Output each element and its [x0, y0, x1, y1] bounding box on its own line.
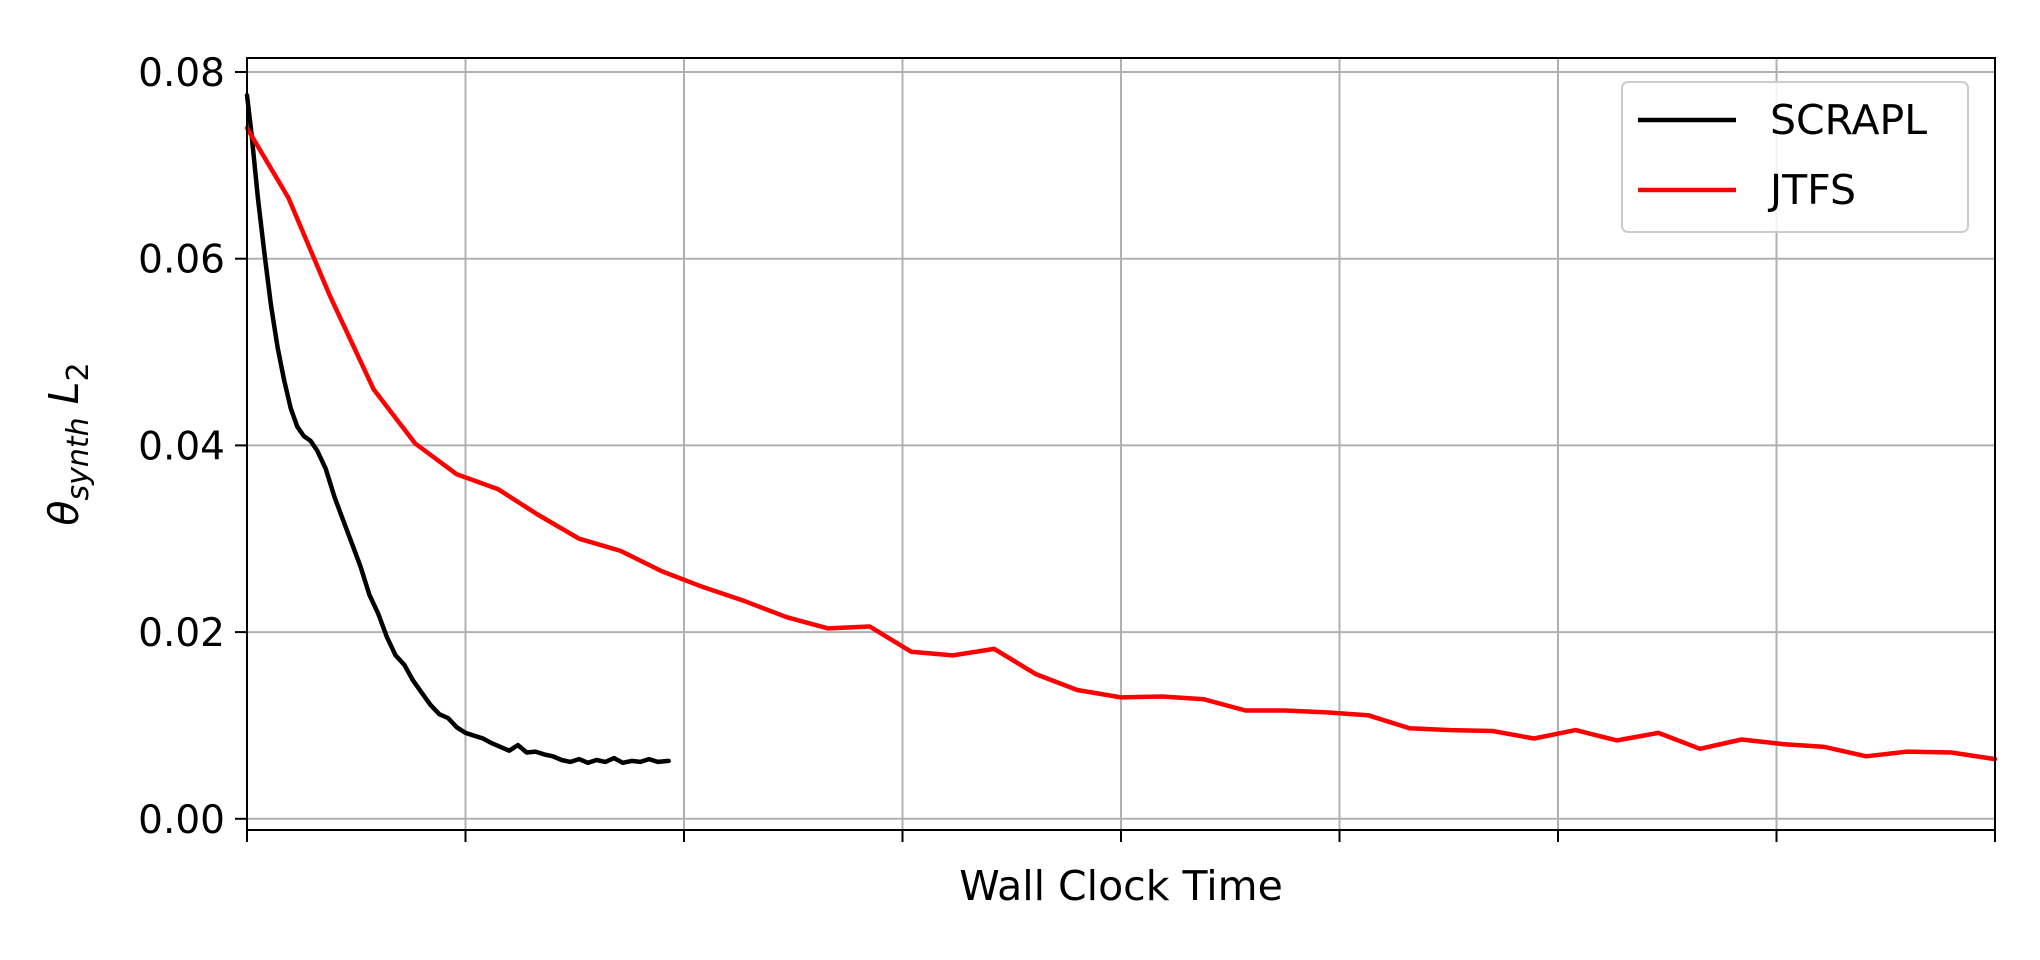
series-line-scrapl [244, 93, 671, 766]
y-axis-label-variable: L [40, 381, 88, 404]
y-axis-label-space [40, 404, 88, 417]
y-axis-label-theta: θ [40, 501, 88, 526]
legend: SCRAPL JTFS [1621, 81, 1969, 233]
y-tick-label: 0.02 [138, 611, 225, 656]
axis-ticks: 0.00 0.02 0.04 0.06 0.08 [138, 51, 1996, 843]
y-tick-label: 0.04 [138, 424, 225, 469]
x-axis-label: Wall Clock Time [959, 862, 1283, 910]
legend-label-jtfs: JTFS [1767, 166, 1856, 214]
y-tick-label: 0.08 [138, 51, 225, 96]
legend-label-scrapl: SCRAPL [1770, 96, 1927, 144]
y-tick-label: 0.00 [138, 798, 225, 843]
y-axis-label-subscript: synth [61, 417, 96, 500]
series-group [244, 93, 1998, 766]
y-axis-label: θsynth L2 [40, 362, 96, 525]
y-tick-label: 0.06 [138, 238, 225, 283]
series-line-jtfs [244, 125, 1998, 762]
y-axis-label-variable-subscript: 2 [61, 362, 96, 381]
